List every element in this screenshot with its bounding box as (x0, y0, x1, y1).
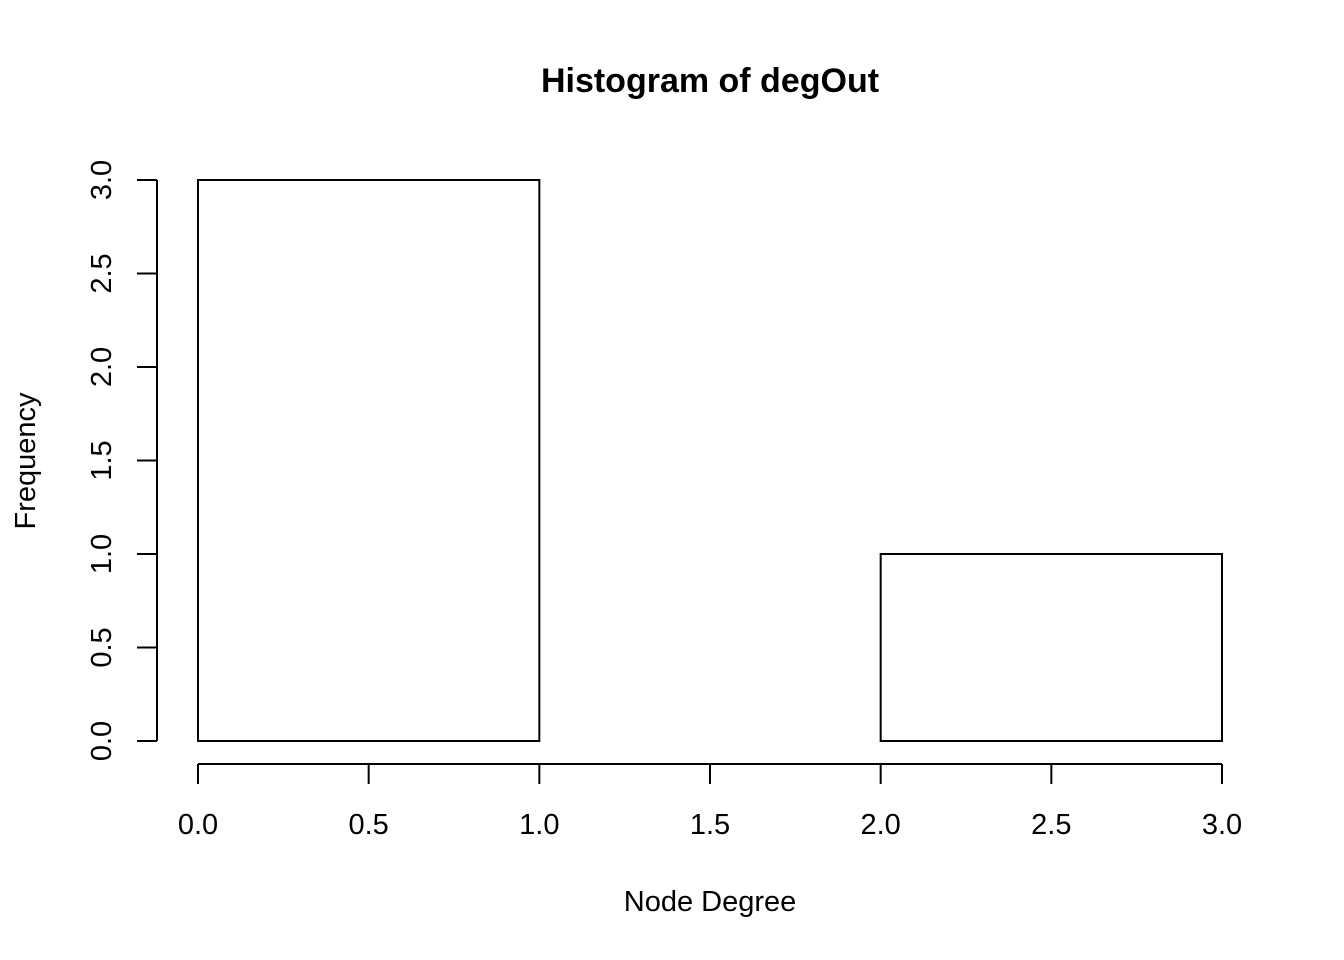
y-tick-label-1: 0.5 (86, 627, 118, 667)
y-tick-label-3: 1.5 (86, 440, 118, 480)
y-axis: 0.0 0.5 1.0 1.5 2.0 2.5 3.0 (86, 160, 158, 761)
x-tick-label-4: 2.0 (861, 809, 901, 841)
chart-title: Histogram of degOut (541, 62, 879, 100)
y-tick-label-0: 0.0 (86, 721, 118, 761)
x-tick-label-6: 3.0 (1202, 809, 1242, 841)
y-tick-label-2: 1.0 (86, 534, 118, 574)
y-tick-label-5: 2.5 (86, 253, 118, 293)
y-tick-label-6: 3.0 (86, 160, 118, 200)
x-tick-label-0: 0.0 (178, 809, 218, 841)
y-tick-label-4: 2.0 (86, 347, 118, 387)
histogram-bar-2 (879, 553, 1224, 742)
x-tick-label-2: 1.0 (519, 809, 559, 841)
x-tick-label-5: 2.5 (1031, 809, 1071, 841)
y-axis-label: Frequency (10, 392, 42, 530)
x-axis: 0.0 0.5 1.0 1.5 2.0 2.5 3.0 (178, 763, 1242, 841)
x-tick-label-1: 0.5 (349, 809, 389, 841)
x-axis-label: Node Degree (624, 886, 797, 918)
x-tick-label-3: 1.5 (690, 809, 730, 841)
bars-group (197, 179, 1224, 742)
histogram-bar-0 (197, 179, 541, 742)
